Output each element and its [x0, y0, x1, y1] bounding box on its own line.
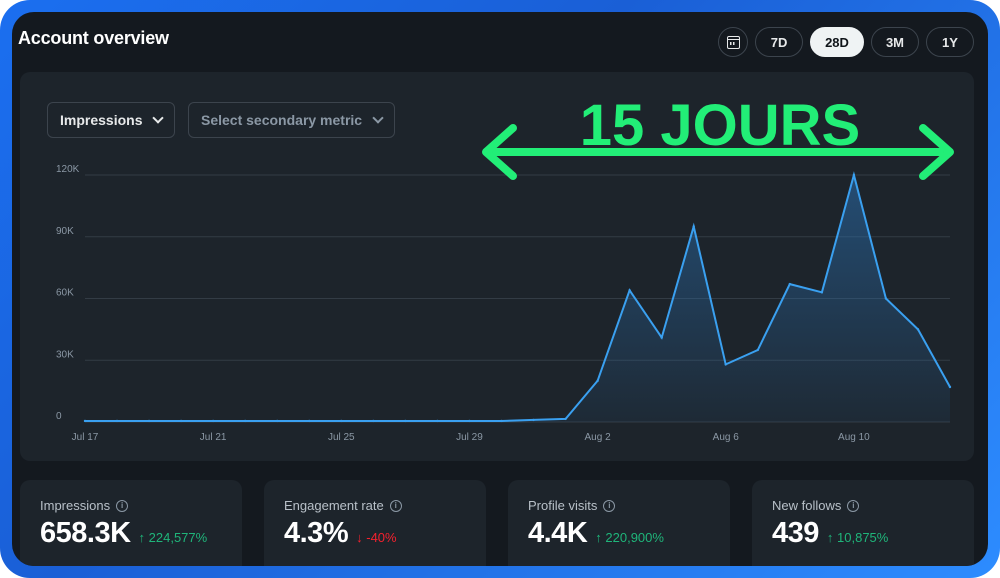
data-point[interactable] — [179, 419, 183, 423]
data-point[interactable] — [820, 291, 824, 294]
x-tick-label: Aug 2 — [585, 432, 612, 443]
stat-value: 4.4K — [528, 517, 588, 549]
primary-metric-label: Impressions — [60, 112, 143, 128]
data-point[interactable] — [340, 419, 343, 423]
date-range-selector: 7D 28D 3M 1Y — [718, 27, 974, 57]
stat-row: 4.4K ↑ 220,900% — [528, 517, 710, 550]
info-icon[interactable]: i — [389, 499, 402, 512]
stat-value: 439 — [772, 517, 819, 549]
stat-card-new-follows[interactable]: New follows i 439 ↑ 10,875% — [752, 480, 974, 566]
stat-label: Engagement rate — [284, 498, 384, 513]
y-axis: 0 30K 60K 90K 120K — [56, 164, 80, 422]
stat-label-row: Engagement rate i — [284, 498, 466, 513]
data-point[interactable] — [500, 419, 503, 423]
data-point[interactable] — [724, 363, 727, 366]
data-point[interactable] — [276, 419, 279, 423]
data-point[interactable] — [948, 385, 952, 389]
x-tick-label: Jul 29 — [456, 432, 483, 443]
secondary-metric-dropdown[interactable]: Select secondary metric — [188, 102, 396, 138]
info-icon[interactable]: i — [847, 499, 860, 512]
data-point[interactable] — [852, 173, 856, 177]
x-tick-label: Jul 25 — [328, 432, 355, 443]
stat-card-impressions[interactable]: Impressions i 658.3K ↑ 224,577% — [20, 480, 242, 566]
x-axis: Jul 17 Jul 21 Jul 25 Jul 29 Aug 2 Aug 6 Aug 10 — [72, 432, 871, 443]
y-tick-label: 90K — [56, 226, 74, 237]
data-point[interactable] — [308, 419, 311, 423]
secondary-metric-placeholder: Select secondary metric — [201, 112, 363, 128]
y-tick-label: 30K — [56, 349, 74, 360]
calendar-icon — [726, 35, 740, 49]
data-point[interactable] — [916, 328, 920, 331]
stat-label-row: New follows i — [772, 498, 954, 513]
data-point[interactable] — [243, 419, 247, 423]
data-point[interactable] — [628, 289, 631, 292]
stat-value: 658.3K — [40, 517, 131, 549]
data-point[interactable] — [147, 419, 151, 423]
data-point[interactable] — [532, 418, 535, 422]
y-tick-label: 0 — [56, 411, 62, 422]
data-point[interactable] — [468, 419, 471, 423]
stat-card-engagement-rate[interactable]: Engagement rate i 4.3% ↓ -40% — [264, 480, 486, 566]
data-point[interactable] — [884, 297, 888, 300]
data-point[interactable] — [788, 282, 792, 286]
annotation-text: 15 JOURS — [580, 93, 860, 158]
primary-metric-dropdown[interactable]: Impressions — [47, 102, 176, 138]
data-point[interactable] — [404, 419, 407, 423]
stat-card-profile-visits[interactable]: Profile visits i 4.4K ↑ 220,900% — [508, 480, 730, 566]
data-point[interactable] — [211, 419, 215, 423]
data-point[interactable] — [596, 379, 599, 383]
y-tick-label: 120K — [56, 164, 80, 175]
data-point[interactable] — [756, 348, 759, 352]
page-title: Account overview — [18, 28, 169, 48]
stat-label: Profile visits — [528, 498, 598, 513]
stat-label-row: Impressions i — [40, 498, 222, 513]
stat-change-value: 224,577% — [148, 530, 208, 545]
stat-row: 4.3% ↓ -40% — [284, 517, 466, 550]
series-area — [85, 175, 950, 422]
stat-change-value: -40% — [366, 530, 397, 545]
range-1y-button[interactable]: 1Y — [926, 27, 974, 57]
info-icon[interactable]: i — [603, 499, 616, 512]
data-point[interactable] — [692, 225, 695, 228]
x-tick-label: Aug 6 — [713, 432, 740, 443]
range-28d-button[interactable]: 28D — [810, 27, 864, 57]
annotation-arrow — [482, 124, 954, 180]
data-point[interactable] — [115, 419, 119, 423]
stat-row: 658.3K ↑ 224,577% — [40, 517, 222, 550]
account-overview-panel: Account overview 7D 28D 3M 1Y Impression… — [12, 12, 988, 566]
stat-label: Impressions — [40, 498, 111, 513]
data-point[interactable] — [83, 419, 87, 423]
stat-row: 439 ↑ 10,875% — [772, 517, 954, 550]
info-icon[interactable]: i — [116, 499, 129, 512]
x-tick-label: Jul 17 — [72, 432, 99, 443]
x-tick-label: Aug 10 — [838, 432, 870, 443]
calendar-button[interactable] — [718, 27, 749, 57]
stat-value: 4.3% — [284, 517, 349, 549]
range-3m-button[interactable]: 3M — [870, 27, 919, 57]
stat-label: New follows — [772, 498, 842, 513]
range-7d-button[interactable]: 7D — [755, 27, 804, 57]
data-point[interactable] — [372, 419, 375, 423]
data-point[interactable] — [564, 417, 567, 421]
y-tick-label: 60K — [56, 288, 74, 299]
stat-change: ↑ 220,900% — [595, 530, 664, 545]
chart-card: Impressions Select secondary metric 0 30K… — [20, 72, 974, 461]
data-point[interactable] — [436, 419, 439, 423]
stat-change-value: 220,900% — [605, 530, 664, 545]
stat-change: ↑ 10,875% — [826, 530, 889, 545]
stat-change-value: 10,875% — [837, 530, 889, 545]
series-points — [83, 173, 952, 423]
data-point[interactable] — [660, 336, 663, 339]
stat-label-row: Profile visits i — [528, 498, 710, 513]
x-tick-label: Jul 21 — [200, 432, 227, 443]
stat-change: ↑ 224,577% — [138, 530, 208, 545]
series-line — [85, 171, 951, 422]
stat-change: ↓ -40% — [356, 530, 397, 545]
impressions-chart: 0 30K 60K 90K 120K Jul 17 Jul 21 Jul 25 Jul 29 A… — [56, 93, 954, 443]
